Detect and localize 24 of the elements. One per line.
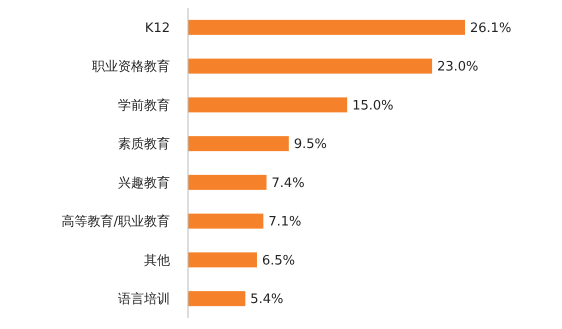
y-tick-label: 兴趣教育 — [118, 174, 170, 191]
y-tick-label: 其他 — [144, 253, 170, 268]
bar — [188, 58, 432, 74]
data-label: 26.1% — [470, 20, 512, 36]
data-label: 6.5% — [262, 253, 296, 268]
y-tick-label: 语言培训 — [118, 291, 170, 308]
data-label: 7.4% — [272, 176, 305, 191]
y-tick-label: 职业资格教育 — [92, 58, 170, 75]
y-tick-label: 素质教育 — [118, 136, 170, 152]
bar — [188, 20, 465, 35]
bar — [188, 174, 267, 190]
y-tick-label: K12 — [144, 20, 170, 36]
data-label: 7.1% — [268, 214, 302, 230]
data-label: 9.5% — [294, 137, 327, 152]
bar — [188, 291, 246, 306]
data-label: 23.0% — [437, 60, 478, 75]
bar — [188, 136, 289, 152]
y-tick-label: 学前教育 — [118, 97, 170, 114]
data-label: 5.4% — [250, 292, 284, 308]
y-tick-label: 高等教育/职业教育 — [62, 214, 170, 230]
bar — [188, 214, 264, 229]
bar — [188, 252, 257, 268]
data-label: 15.0% — [352, 98, 394, 114]
bar — [188, 97, 348, 112]
